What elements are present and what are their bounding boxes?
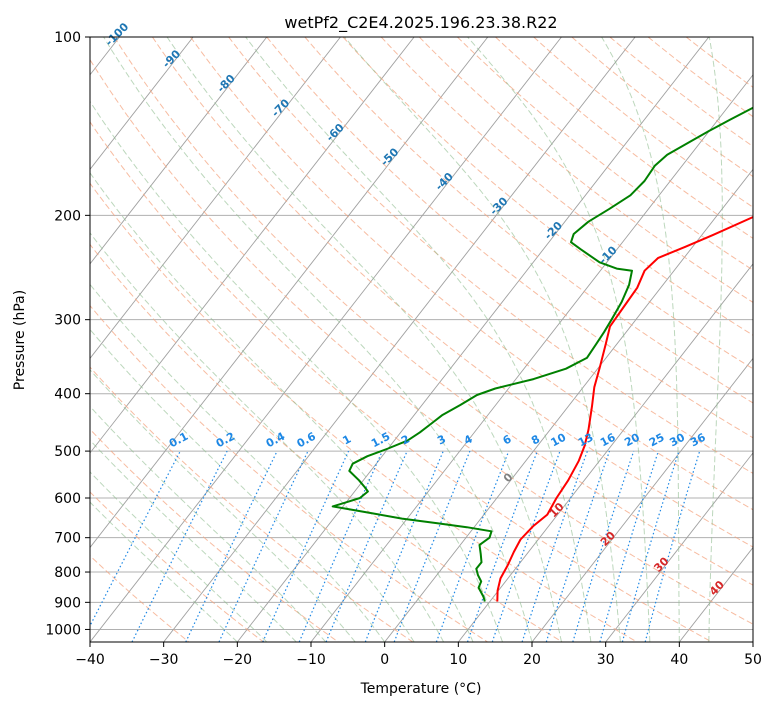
mixing-ratio-line (491, 450, 561, 642)
x-axis: −40 −30 −20 −10 0 10 20 30 40 50 (75, 642, 762, 668)
y-tick-label: 1000 (45, 622, 81, 638)
mixing-ratio-label: 36 (688, 431, 708, 450)
x-tick-label: −40 (75, 652, 105, 668)
mixing-ratio-line (325, 450, 408, 642)
mixing-ratio-line (521, 450, 588, 642)
x-tick-label: 10 (449, 652, 467, 668)
x-tick-label: −10 (296, 652, 326, 668)
moist-adiabat-line (103, 37, 533, 642)
y-tick-label: 600 (54, 491, 81, 507)
mixing-ratio-label: 25 (647, 431, 667, 450)
x-tick-label: −20 (223, 652, 253, 668)
mixing-ratio-line (393, 450, 471, 642)
profile-lines (331, 106, 753, 602)
moist-adiabat-line (90, 328, 386, 642)
x-axis-title: Temperature (°C) (360, 681, 482, 697)
moist-adiabat-line (343, 37, 621, 642)
isotherm-line (90, 37, 268, 265)
dry-adiabat-line (90, 491, 264, 642)
y-axis: 100 200 300 400 500 600 700 800 900 1000 (45, 30, 90, 638)
mixing-ratio-line (131, 450, 228, 642)
dry-adiabat-line (228, 37, 753, 474)
mixing-ratio-line (262, 450, 350, 642)
moist-adiabat-line (90, 369, 356, 642)
y-tick-label: 400 (54, 387, 81, 403)
mixing-ratio-line (545, 450, 611, 642)
x-tick-label: 40 (670, 652, 688, 668)
mixing-ratio-label: 13 (576, 431, 596, 450)
y-tick-label: 700 (54, 531, 81, 547)
moist-adiabat-line (466, 37, 651, 642)
dry-adiabat-line (571, 37, 753, 178)
chart-title: wetPf2_C2E4.2025.196.23.38.R22 (284, 13, 557, 33)
moist-adiabat-line (601, 37, 680, 642)
x-tick-label: 20 (523, 652, 541, 668)
moist-adiabat-line (245, 37, 592, 642)
moist-adiabat-line (90, 232, 445, 642)
dry-adiabat-line (90, 428, 339, 642)
x-tick-label: 30 (597, 652, 615, 668)
isotherm-line (163, 37, 636, 642)
x-tick-label: 0 (380, 652, 389, 668)
isotherm-line (457, 263, 753, 642)
isotherm-line (310, 74, 753, 642)
y-tick-label: 900 (54, 595, 81, 611)
mixing-ratio-label: 10 (549, 431, 569, 450)
mixing-ratio-line (621, 450, 680, 642)
isotherm-line (605, 452, 753, 642)
x-tick-label: −30 (149, 652, 179, 668)
dry-adiabat-line (266, 37, 753, 439)
mixing-ratio-label: 16 (598, 431, 618, 450)
dewpoint-profile-line (331, 106, 753, 602)
y-tick-label: 800 (54, 565, 81, 581)
isotherm-line (384, 168, 753, 642)
y-tick-label: 500 (54, 444, 81, 460)
mixing-ratio-label: 20 (622, 431, 642, 450)
dry-adiabat-line (90, 58, 753, 625)
dry-adiabat-line (380, 37, 753, 336)
dry-adiabat-line (418, 37, 753, 303)
dry-adiabat-line (151, 37, 753, 548)
moist-adiabat-line (708, 37, 723, 642)
dry-adiabat-line (190, 37, 753, 511)
plot-frame (89, 36, 754, 643)
moist-adiabat-line (90, 172, 474, 642)
mixing-ratio-line (572, 450, 635, 642)
isotherm-line (90, 37, 489, 549)
moist-adiabat-line (90, 405, 327, 642)
dry-adiabat-line (90, 120, 712, 642)
dry-adiabat-line (342, 37, 753, 370)
y-tick-label: 200 (54, 208, 81, 224)
dry-adiabat-line (304, 37, 753, 404)
x-tick-label: 50 (744, 652, 762, 668)
dry-adiabat-line (90, 304, 488, 642)
mixing-ratio-line (364, 450, 444, 642)
temperature-profile-line (496, 215, 753, 602)
y-tick-label: 100 (54, 30, 81, 46)
dry-adiabat-line (113, 37, 753, 586)
isotherm-line (90, 37, 341, 360)
isotherm-line (531, 357, 753, 642)
y-axis-title: Pressure (hPa) (12, 290, 28, 390)
dry-adiabat-line (90, 243, 563, 642)
isotherm-line (236, 37, 710, 642)
moist-adiabat-line (90, 100, 503, 642)
mixing-ratio-line (466, 450, 538, 642)
moist-adiabat-line (90, 283, 415, 642)
mixing-ratio-label: 30 (667, 431, 687, 450)
isotherm-line (90, 37, 415, 454)
isotherm-line (90, 37, 562, 642)
dry-adiabat-line (90, 366, 414, 642)
mixing-ratio-line (435, 450, 510, 642)
mixing-ratio-line (644, 450, 701, 642)
y-tick-label: 300 (54, 313, 81, 329)
moist-adiabat-line (90, 439, 297, 642)
dry-adiabat-line (609, 37, 753, 148)
mixing-ratio-line (599, 450, 659, 642)
dry-adiabat-line (495, 37, 753, 239)
